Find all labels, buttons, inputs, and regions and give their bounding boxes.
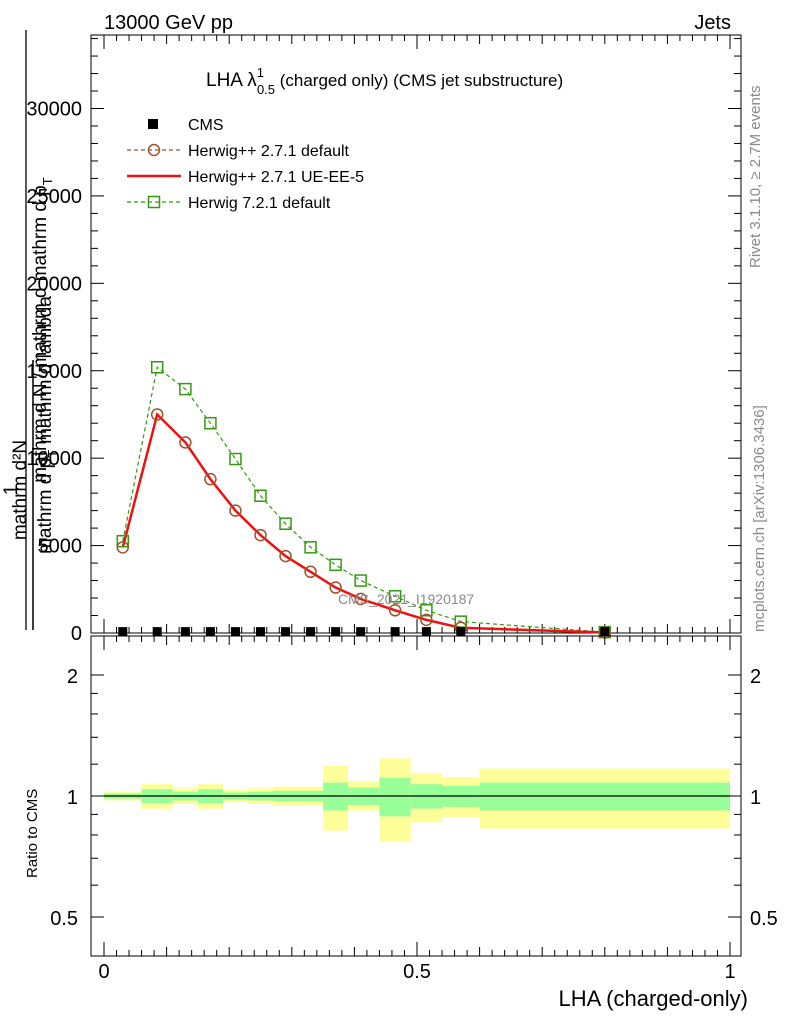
- ratio-ytick-label-right: 2: [750, 666, 761, 688]
- ylabel-dpt-sub: T: [45, 450, 60, 458]
- point-cms: [356, 627, 366, 637]
- legend-marker-herwig7: [147, 195, 161, 209]
- main-ytick-label: 30000: [26, 99, 82, 121]
- main-ytick-label: 10000: [26, 448, 82, 470]
- point-cms: [306, 627, 316, 637]
- ylabel-dpt2: mathrm d p: [30, 185, 51, 281]
- analysis-watermark: CMS_2021_I1920187: [338, 591, 474, 607]
- legend-label-herwig7: Herwig 7.2.1 default: [188, 195, 331, 212]
- point-herwig7: [329, 558, 342, 572]
- point-herwig7: [279, 517, 292, 530]
- legend-marker-herwigpp-default: [147, 143, 161, 157]
- main-ytick-label: 20000: [26, 273, 82, 295]
- main-ytick-label: 15000: [26, 361, 82, 383]
- ratio-band-inner: [379, 777, 411, 817]
- plot-title: LHA λ1 0.5 (charged only) (CMS jet substr…: [206, 65, 563, 97]
- point-cms: [456, 627, 466, 637]
- ratio-ytick-label-right: 1: [750, 787, 761, 809]
- plot-title-main: LHA λ: [206, 70, 257, 91]
- main-ytick-label: 5000: [38, 536, 83, 558]
- legend: CMS Herwig++ 2.7.1 default Herwig++ 2.7.…: [127, 117, 364, 212]
- point-herwigpp-default: [179, 436, 192, 449]
- point-herwigpp-default: [116, 541, 130, 554]
- point-herwigpp-default: [304, 565, 317, 579]
- main-ytick-label: 25000: [26, 186, 82, 208]
- header-left: 13000 GeV pp: [104, 12, 233, 34]
- ratio-ytick-label: 1: [67, 787, 78, 809]
- mcplots-label: mcplots.cern.ch [arXiv:1306.3436]: [751, 405, 768, 632]
- plot-title-sub: 0.5: [257, 82, 275, 97]
- point-herwig7: [420, 604, 433, 617]
- legend-label-cms: CMS: [188, 117, 224, 134]
- point-herwig7: [116, 534, 130, 548]
- point-cms: [421, 627, 431, 637]
- ylabel-dn-dpt: mathrm d N / mathrm d mathrm d pT: [30, 177, 55, 482]
- ratio-ytick-label-right: 0.5: [750, 908, 778, 930]
- xtick-label: 1: [724, 961, 735, 983]
- ylabel-denominator: mathrm d pTmathrm d lambda: [35, 296, 60, 554]
- ylabel-1: 1: [1, 485, 22, 496]
- point-cms: [390, 627, 400, 637]
- ratio-ytick-label: 0.5: [50, 908, 78, 930]
- point-herwigpp-default: [279, 549, 292, 563]
- point-cms: [205, 627, 215, 637]
- ylabel-dpt: mathrm d p: [35, 458, 56, 554]
- point-cms: [152, 627, 162, 637]
- main-ylabel: mathrm d²N mathrm d pTmathrm d lambda: [10, 296, 60, 630]
- main-ylabel-outer: 1 mathrm d N / mathrm dmathrm d pT: [1, 30, 55, 630]
- ratio-bands: [104, 758, 730, 842]
- point-herwig7: [354, 574, 367, 587]
- point-herwig7: [254, 489, 267, 503]
- point-herwig7: [229, 452, 242, 466]
- point-cms: [180, 627, 190, 637]
- point-cms: [281, 627, 291, 637]
- ylabel-dn: mathrm d N / mathrm d: [30, 287, 51, 482]
- point-cms: [256, 627, 265, 637]
- legend-marker-cms: [148, 119, 158, 129]
- main-axis-ticks: 0 5000 10000 15000 20000 25000 30000: [26, 35, 741, 645]
- point-herwigpp-default: [150, 408, 164, 421]
- x-axis-label: LHA (charged-only): [558, 986, 748, 1011]
- main-series: [116, 361, 612, 639]
- xtick-label: 0: [98, 961, 109, 983]
- legend-label-herwigpp-default: Herwig++ 2.7.1 default: [188, 143, 350, 160]
- point-herwigpp-default: [229, 504, 242, 517]
- plot-title-sup: 1: [257, 65, 264, 80]
- point-herwig7: [304, 541, 317, 554]
- rivet-label: Rivet 3.1.10, ≥ 2.7M events: [747, 86, 764, 269]
- plot-title-rest: (charged only) (CMS jet substructure): [275, 71, 563, 90]
- xtick-label: 0.5: [403, 961, 431, 983]
- point-herwig7: [388, 590, 402, 603]
- point-herwig7: [179, 382, 192, 396]
- point-herwigpp-default: [254, 528, 267, 542]
- legend-label-herwigpp-ueee5: Herwig++ 2.7.1 UE-EE-5: [188, 169, 364, 186]
- point-cms: [118, 627, 128, 637]
- point-herwigpp-default: [329, 581, 342, 594]
- point-herwigpp-default: [354, 592, 367, 606]
- ratio-ytick-label: 2: [67, 666, 78, 688]
- point-herwig7: [150, 361, 164, 374]
- ylabel-dpt2-sub: T: [40, 177, 55, 185]
- ratio-axis-ticks: 0.5 0.5 1 1 2 2 0 0.5 1: [50, 636, 778, 983]
- main-ytick-label: 0: [71, 623, 82, 645]
- ylabel-dlambda: mathrm d lambda: [35, 296, 56, 444]
- point-herwigpp-default: [420, 613, 433, 627]
- point-cms: [230, 627, 240, 637]
- point-herwigpp-default: [388, 604, 402, 617]
- point-herwig7: [204, 416, 217, 430]
- main-frame: [90, 34, 742, 634]
- point-cms: [600, 627, 610, 637]
- header-right: Jets: [694, 12, 731, 34]
- point-cms: [331, 627, 341, 637]
- ratio-ylabel: Ratio to CMS: [24, 789, 41, 878]
- point-herwigpp-default: [204, 472, 217, 486]
